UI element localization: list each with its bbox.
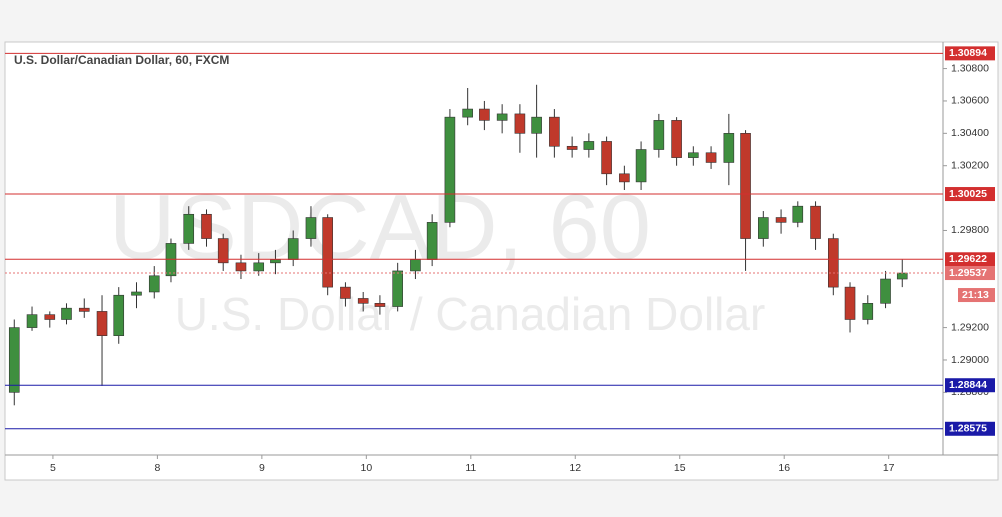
candle-body	[601, 141, 612, 175]
candle-body	[635, 149, 647, 183]
candle-body	[322, 217, 333, 288]
y-tick-label: 1.30600	[951, 95, 989, 107]
candle-body	[619, 173, 630, 183]
y-tick-label: 1.29000	[951, 354, 989, 366]
candle-body	[583, 141, 595, 150]
candle-body	[479, 108, 490, 121]
candle-body	[705, 152, 717, 163]
candle-body	[723, 133, 735, 163]
candle-body	[183, 213, 195, 244]
candle-body	[96, 311, 108, 336]
candle-body	[113, 294, 125, 336]
candle-body	[357, 298, 369, 304]
level-label: 1.29622	[949, 253, 987, 265]
candle-body	[496, 113, 508, 121]
level-label-box	[945, 266, 995, 281]
candle-body	[549, 116, 560, 147]
level-label: 1.29537	[949, 267, 987, 279]
watermark: USDCAD, 60 U.S. Dollar / Canadian Dollar	[109, 176, 765, 340]
x-tick-label: 16	[778, 462, 790, 474]
countdown: 21:13	[962, 289, 989, 301]
candle-body	[444, 116, 456, 223]
chart-title: U.S. Dollar/Canadian Dollar, 60, FXCM	[14, 53, 229, 67]
level-label: 1.28844	[949, 379, 987, 391]
countdown-box	[958, 288, 995, 303]
x-tick-label: 17	[883, 462, 895, 474]
level-label-box	[945, 187, 995, 202]
candle-body	[758, 217, 769, 239]
candle-body	[896, 272, 908, 280]
candle-body	[688, 152, 699, 158]
candle-body	[462, 108, 473, 118]
level-label: 1.28575	[949, 423, 987, 435]
candle-body	[44, 314, 56, 320]
x-tick-label: 11	[465, 462, 476, 474]
x-tick-label: 9	[259, 462, 265, 474]
candle-body	[8, 327, 20, 393]
candle-body	[61, 307, 72, 320]
x-tick-label: 10	[360, 462, 372, 474]
watermark-symbol: USDCAD, 60	[109, 176, 651, 278]
candle-body	[392, 270, 403, 307]
candle-body	[253, 262, 265, 272]
candle-body	[775, 217, 787, 223]
y-tick-label: 1.29200	[951, 321, 989, 333]
candle-body	[792, 205, 804, 223]
candle-body	[78, 307, 90, 312]
candle-body	[828, 238, 839, 288]
candle-body	[426, 222, 438, 260]
candle-body	[131, 291, 142, 296]
candle-body	[810, 205, 821, 239]
candle-body	[26, 314, 38, 328]
candle-body	[531, 116, 542, 134]
level-label: 1.30894	[949, 47, 987, 59]
candle-body	[740, 133, 751, 239]
candle-body	[844, 286, 856, 320]
candle-body	[235, 262, 247, 272]
y-tick-label: 1.30200	[951, 159, 989, 171]
level-label-box	[945, 421, 995, 436]
level-label-box	[945, 46, 995, 61]
x-tick-label: 15	[674, 462, 686, 474]
candle-body	[566, 145, 578, 150]
watermark-description: U.S. Dollar / Canadian Dollar	[175, 288, 766, 340]
x-tick-label: 8	[154, 462, 160, 474]
candle-body	[410, 259, 421, 272]
y-tick-label: 1.30400	[951, 127, 989, 139]
candle-body	[270, 259, 281, 264]
candle-body	[340, 286, 351, 299]
x-tick-label: 5	[50, 462, 56, 474]
candle-body	[305, 217, 317, 239]
candle-body	[671, 120, 682, 158]
level-label: 1.30025	[949, 188, 987, 200]
candle-body	[148, 275, 160, 293]
level-label-box	[945, 378, 995, 393]
y-tick-label: 1.29800	[951, 224, 989, 236]
x-tick-label: 12	[569, 462, 581, 474]
candle-body	[201, 213, 212, 239]
candle-body	[287, 238, 299, 260]
candle-body	[217, 238, 229, 264]
y-tick-label: 1.30800	[951, 62, 989, 74]
candle-body	[374, 303, 386, 307]
candle-body	[514, 113, 526, 134]
candle-body	[653, 120, 665, 150]
candle-body	[862, 303, 874, 320]
candle-body	[880, 278, 891, 304]
level-label-box	[945, 252, 995, 267]
